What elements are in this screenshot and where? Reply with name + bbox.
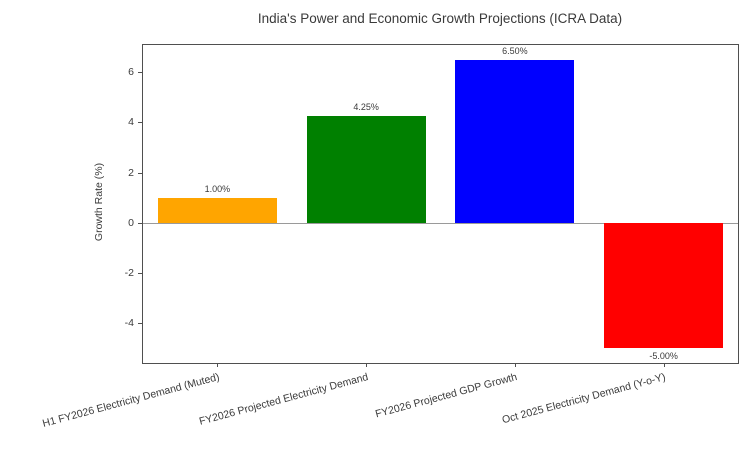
y-tick-label: 2 bbox=[128, 166, 134, 179]
x-axis-tick bbox=[217, 363, 219, 367]
x-tick-label: Oct 2025 Electricity Demand (Y-o-Y) bbox=[500, 371, 667, 427]
y-tick-label: 4 bbox=[128, 116, 134, 129]
x-axis-tick bbox=[366, 363, 368, 367]
x-axis-tick bbox=[514, 363, 516, 367]
y-tick-label: 6 bbox=[128, 66, 134, 79]
y-axis-tick bbox=[138, 323, 142, 325]
bar-3 bbox=[455, 59, 575, 223]
x-tick-label: H1 FY2026 Electricity Demand (Muted) bbox=[40, 371, 221, 430]
zero-line bbox=[143, 222, 738, 224]
y-axis-tick bbox=[138, 172, 142, 174]
y-axis-tick bbox=[138, 72, 142, 74]
bar-value-label: 1.00% bbox=[204, 183, 231, 194]
x-tick-label: FY2026 Projected GDP Growth bbox=[373, 371, 518, 421]
chart-title: India's Power and Economic Growth Projec… bbox=[257, 11, 623, 26]
bar-4 bbox=[604, 222, 724, 349]
bar-1 bbox=[157, 197, 277, 223]
bar-value-label: 6.50% bbox=[502, 45, 528, 56]
bar-value-label: -5.00% bbox=[649, 351, 678, 362]
y-axis-tick bbox=[138, 222, 142, 224]
y-tick-label: -2 bbox=[124, 267, 134, 280]
bar-2 bbox=[306, 116, 426, 223]
x-tick-label: FY2026 Projected Electricity Demand bbox=[197, 371, 370, 428]
x-axis-tick bbox=[663, 363, 665, 367]
plot-area: -4 -2 0 2 4 6 1.00% H1 FY2026 Electricity Deman… bbox=[41, 44, 739, 430]
y-tick-label: -4 bbox=[124, 317, 134, 330]
y-axis-tick bbox=[138, 273, 142, 275]
y-axis-tick bbox=[138, 122, 142, 124]
y-tick-label: 0 bbox=[128, 216, 134, 229]
bar-value-label: 4.25% bbox=[353, 102, 379, 113]
